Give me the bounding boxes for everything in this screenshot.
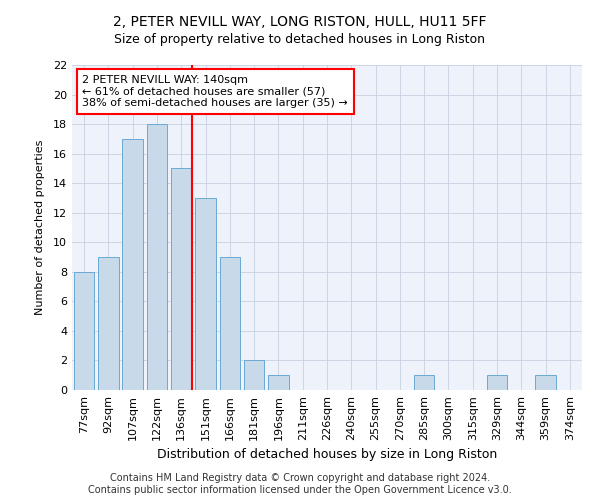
Bar [171,168,191,390]
Text: Size of property relative to detached houses in Long Riston: Size of property relative to detached ho… [115,32,485,46]
Bar [487,375,508,390]
Bar [268,375,289,390]
Bar [535,375,556,390]
X-axis label: Distribution of detached houses by size in Long Riston: Distribution of detached houses by size … [157,448,497,461]
Bar [195,198,216,390]
Bar [98,257,119,390]
Text: 2 PETER NEVILL WAY: 140sqm
← 61% of detached houses are smaller (57)
38% of semi: 2 PETER NEVILL WAY: 140sqm ← 61% of deta… [82,74,348,108]
Text: 2, PETER NEVILL WAY, LONG RISTON, HULL, HU11 5FF: 2, PETER NEVILL WAY, LONG RISTON, HULL, … [113,15,487,29]
Bar [220,257,240,390]
Text: Contains HM Land Registry data © Crown copyright and database right 2024.
Contai: Contains HM Land Registry data © Crown c… [88,474,512,495]
Y-axis label: Number of detached properties: Number of detached properties [35,140,44,315]
Bar [244,360,265,390]
Bar [414,375,434,390]
Bar [146,124,167,390]
Bar [74,272,94,390]
Bar [122,139,143,390]
